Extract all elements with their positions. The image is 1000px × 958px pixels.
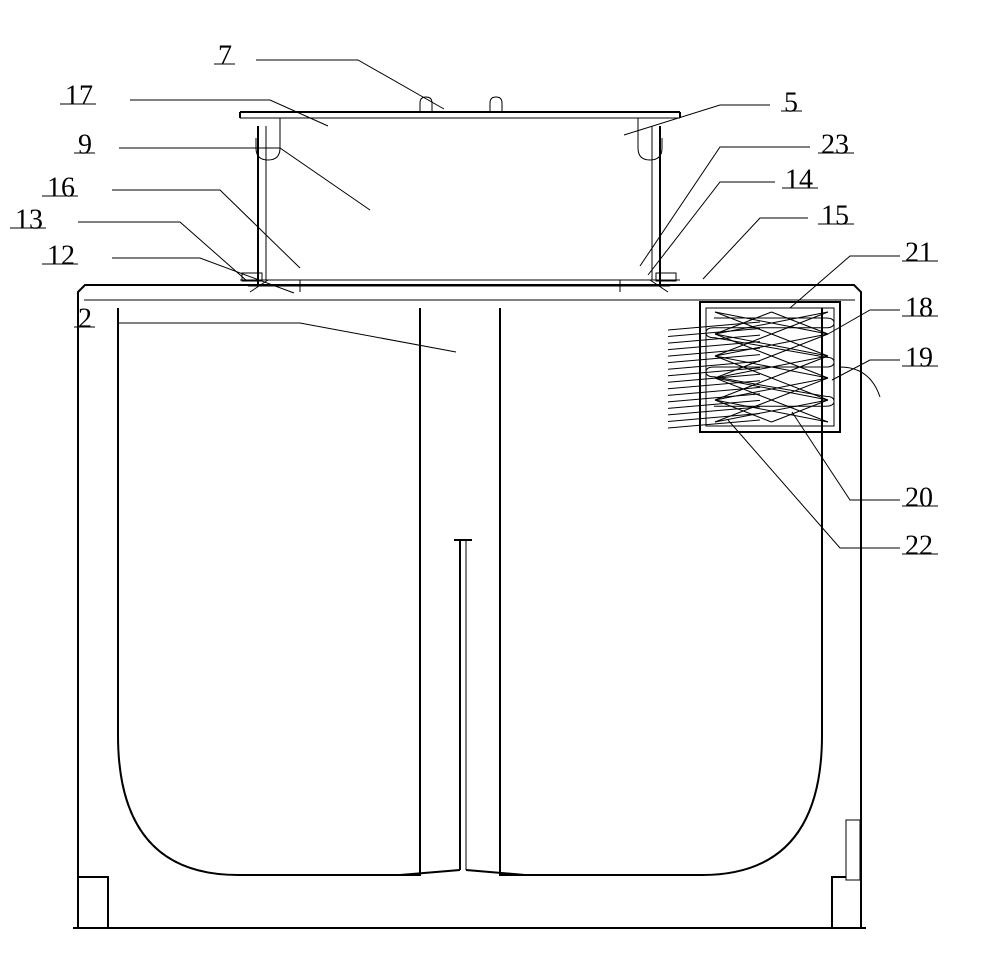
callout-label-13: 13: [15, 204, 43, 235]
callout-label-15: 15: [821, 200, 849, 231]
callout-label-7: 7: [218, 40, 232, 71]
callout-label-9: 9: [78, 129, 92, 160]
callout-label-5: 5: [784, 87, 798, 118]
callout-label-22: 22: [905, 530, 933, 561]
callout-label-20: 20: [905, 482, 933, 513]
callout-label-2: 2: [78, 303, 92, 334]
callout-label-19: 19: [905, 342, 933, 373]
technical-diagram: 7 17 9161312 2 5 23 14 15 21 18 19 20 22: [0, 0, 1000, 958]
callout-label-17: 17: [65, 80, 93, 111]
callout-label-16: 16: [47, 172, 75, 203]
callout-label-21: 21: [905, 237, 933, 268]
callout-label-18: 18: [905, 292, 933, 323]
callout-label-23: 23: [821, 129, 849, 160]
callout-label-14: 14: [785, 164, 813, 195]
callout-label-12: 12: [47, 240, 75, 271]
